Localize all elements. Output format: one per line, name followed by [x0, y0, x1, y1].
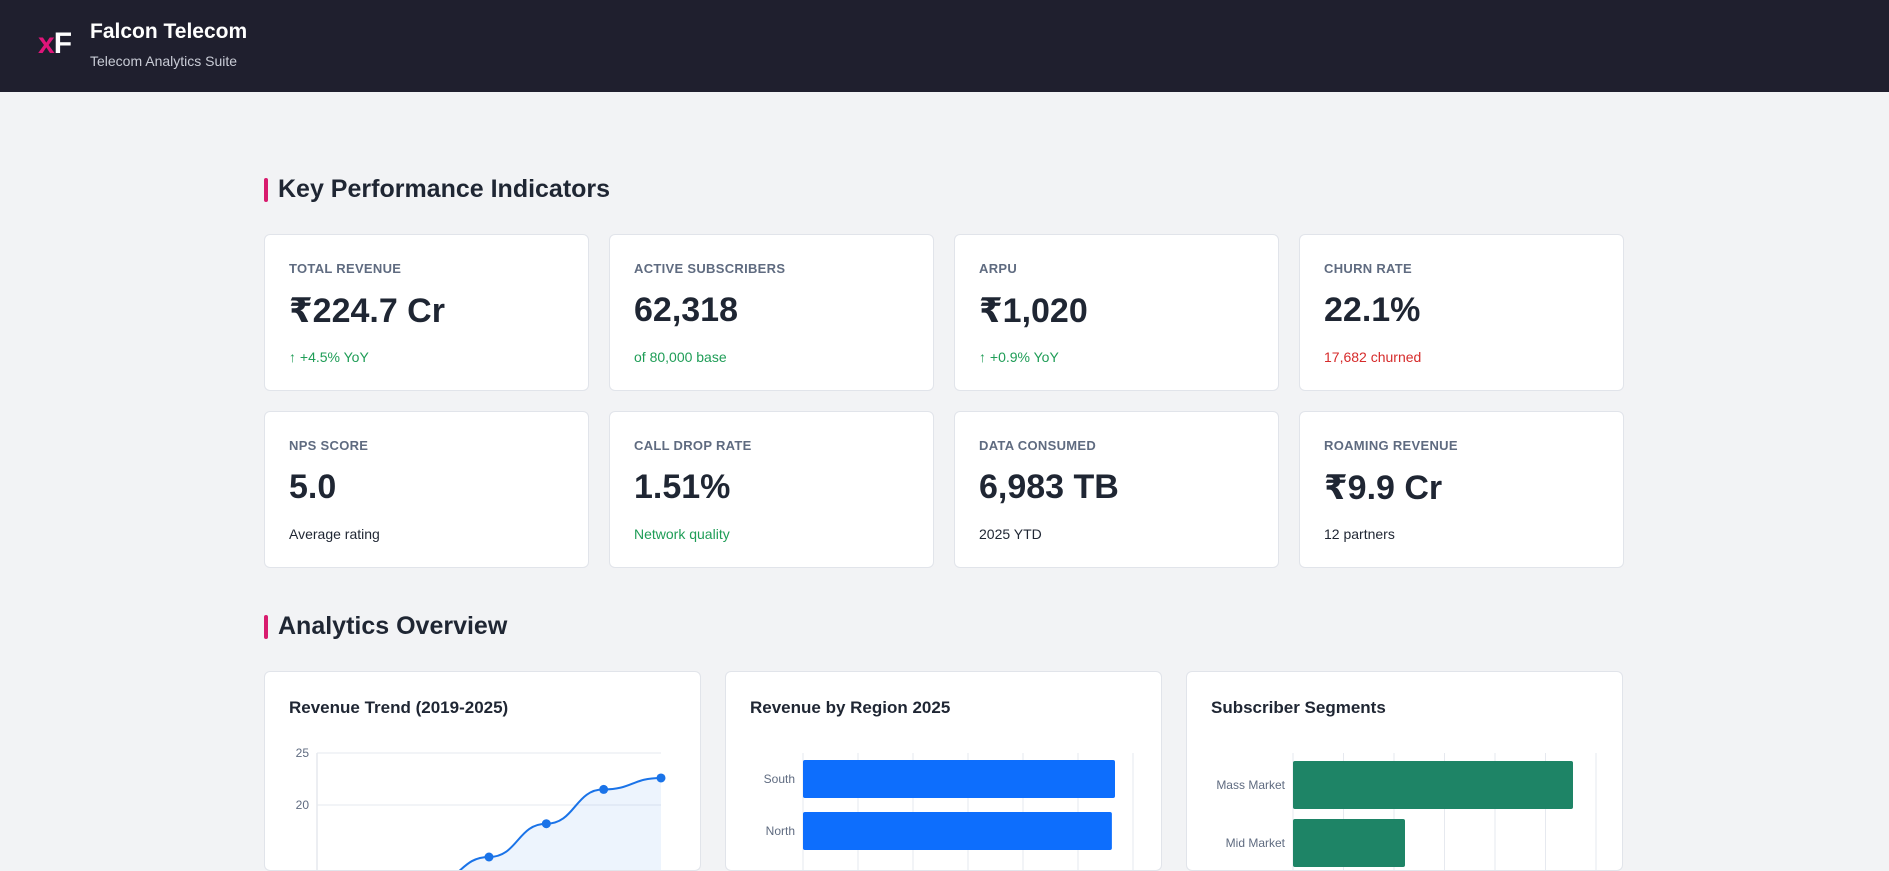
kpi-card: DATA CONSUMED 6,983 TB 2025 YTD — [954, 411, 1279, 568]
bar — [803, 812, 1112, 850]
section-accent-bar — [264, 177, 268, 202]
kpi-value: 5.0 — [289, 468, 337, 506]
region-revenue-chart: South North — [764, 753, 1134, 870]
subscriber-segments-chart: Mass Market Mid Market — [1216, 753, 1597, 870]
kpi-card: ROAMING REVENUE ₹9.9 Cr 12 partners — [1299, 411, 1624, 568]
kpi-card: ACTIVE SUBSCRIBERS 62,318 of 80,000 base — [609, 234, 934, 391]
kpi-note: 12 partners — [1324, 526, 1395, 542]
bar — [1293, 761, 1573, 809]
analytics-section-title: Analytics Overview — [264, 612, 507, 641]
kpi-note: of 80,000 base — [634, 349, 727, 365]
kpi-value: ₹224.7 Cr — [289, 292, 445, 330]
bar — [803, 760, 1115, 798]
kpi-note: ↑ +0.9% YoY — [979, 349, 1059, 365]
region-revenue-title: Revenue by Region 2025 — [750, 698, 951, 717]
kpi-card: CHURN RATE 22.1% 17,682 churned — [1299, 234, 1624, 391]
kpi-note: Network quality — [634, 526, 730, 542]
revenue-trend-card: Revenue Trend (2019-2025) 25 20 — [264, 671, 701, 871]
series-area — [460, 777, 661, 870]
top-header: xF Falcon Telecom Telecom Analytics Suit… — [0, 0, 1889, 92]
data-point — [656, 773, 666, 783]
kpi-label: ROAMING REVENUE — [1324, 438, 1458, 453]
brand-subtitle: Telecom Analytics Suite — [90, 53, 238, 69]
kpi-label: ACTIVE SUBSCRIBERS — [634, 261, 786, 276]
revenue-trend-title: Revenue Trend (2019-2025) — [289, 698, 509, 717]
kpi-label: CHURN RATE — [1324, 261, 1412, 276]
y-tick-label: 20 — [296, 798, 310, 812]
kpi-card: TOTAL REVENUE ₹224.7 Cr ↑ +4.5% YoY — [264, 234, 589, 391]
kpi-value: 6,983 TB — [979, 468, 1119, 506]
category-label: North — [766, 824, 795, 838]
y-tick-label: 25 — [296, 746, 310, 760]
data-point — [541, 819, 551, 829]
kpi-note: ↑ +4.5% YoY — [289, 349, 369, 365]
brand-logo[interactable]: xF — [38, 27, 72, 60]
kpi-note: 2025 YTD — [979, 526, 1042, 542]
kpi-card: NPS SCORE 5.0 Average rating — [264, 411, 589, 568]
kpi-card: CALL DROP RATE 1.51% Network quality — [609, 411, 934, 568]
bar — [1293, 819, 1405, 867]
kpi-value: ₹1,020 — [979, 292, 1088, 330]
section-accent-bar — [264, 614, 268, 639]
kpi-value: 1.51% — [634, 468, 731, 506]
kpi-note: Average rating — [289, 526, 380, 542]
subscriber-segments-card: Subscriber Segments Mass Market Mid Marke… — [1186, 671, 1623, 871]
kpi-section-title: Key Performance Indicators — [264, 175, 610, 204]
kpi-label: TOTAL REVENUE — [289, 261, 402, 276]
kpi-label: DATA CONSUMED — [979, 438, 1097, 453]
category-label: Mass Market — [1216, 778, 1285, 792]
brand-title: Falcon Telecom — [90, 20, 248, 43]
kpi-label: ARPU — [979, 261, 1018, 276]
subscriber-segments-title: Subscriber Segments — [1211, 698, 1386, 717]
category-label: Mid Market — [1226, 836, 1286, 850]
region-revenue-card: Revenue by Region 2025 South North — [725, 671, 1162, 871]
kpi-value: 62,318 — [634, 291, 738, 329]
kpi-value: 22.1% — [1324, 291, 1421, 329]
kpi-label: CALL DROP RATE — [634, 438, 752, 453]
kpi-value: ₹9.9 Cr — [1324, 469, 1443, 507]
category-label: South — [764, 772, 795, 786]
data-point — [484, 852, 494, 862]
revenue-trend-chart: 25 20 — [296, 746, 666, 870]
data-point — [599, 784, 609, 794]
kpi-note: 17,682 churned — [1324, 349, 1422, 365]
kpi-card: ARPU ₹1,020 ↑ +0.9% YoY — [954, 234, 1279, 391]
kpi-label: NPS SCORE — [289, 438, 369, 453]
